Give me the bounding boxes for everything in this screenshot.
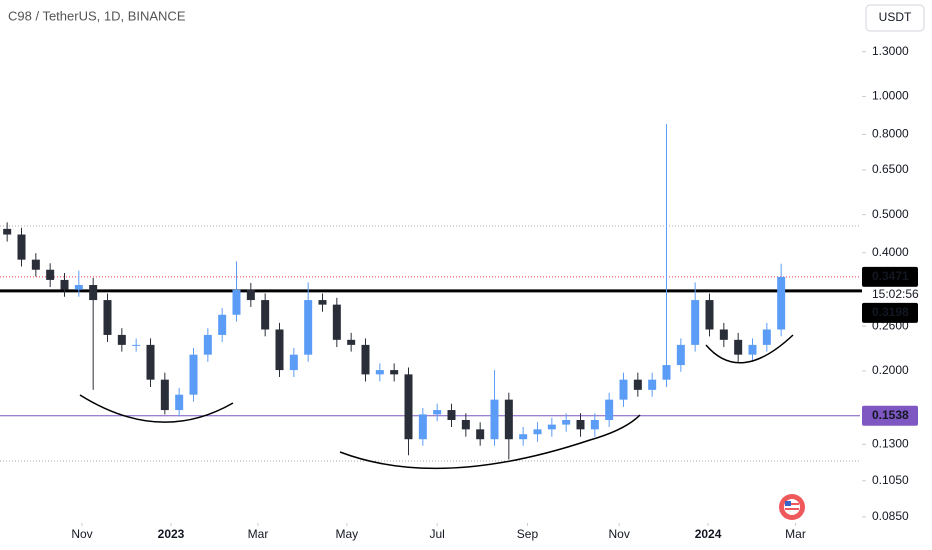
candle-body xyxy=(390,370,399,375)
x-tick-label: Jul xyxy=(429,527,444,541)
candle-body xyxy=(189,354,198,395)
y-tick-label: 0.5000 xyxy=(872,207,909,221)
candle-body xyxy=(218,314,227,335)
candle-body xyxy=(304,300,313,355)
candle-body xyxy=(103,300,112,335)
candle-body xyxy=(275,329,284,371)
candle-body xyxy=(633,379,642,390)
x-tick-label: 2023 xyxy=(158,527,185,541)
candle-body xyxy=(404,374,413,440)
candle-body xyxy=(232,289,241,315)
candle-body xyxy=(576,419,585,430)
candle-body xyxy=(605,399,614,420)
candle-body xyxy=(160,379,169,411)
candle-body xyxy=(519,434,528,440)
candle-body xyxy=(748,344,757,355)
price-label-box xyxy=(862,302,918,323)
candle-body xyxy=(17,234,26,260)
candle-body xyxy=(146,344,155,380)
candle-body xyxy=(648,379,657,390)
candle-body xyxy=(60,279,69,290)
y-tick-label: 1.0000 xyxy=(872,89,909,103)
candle-body xyxy=(375,370,384,375)
currency-label: USDT xyxy=(879,10,912,24)
price-label: 0.1538 xyxy=(872,408,909,422)
countdown: 15:02:56 xyxy=(872,287,919,301)
candle-body xyxy=(117,334,126,345)
candle-body xyxy=(318,300,327,305)
candle-body xyxy=(31,259,40,270)
candle-body xyxy=(74,284,83,290)
candle-body xyxy=(777,276,786,330)
candle-body xyxy=(361,344,370,375)
y-tick-label: 0.2000 xyxy=(872,363,909,377)
candle-body xyxy=(504,399,513,440)
x-tick-label: 2024 xyxy=(695,527,722,541)
candle-body xyxy=(89,284,98,301)
x-tick-label: Sep xyxy=(517,527,539,541)
candle-body xyxy=(203,334,212,355)
candle-body xyxy=(562,419,571,425)
x-tick-label: Mar xyxy=(248,527,269,541)
candle-body xyxy=(476,429,485,440)
candle-body xyxy=(705,300,714,330)
candle-body xyxy=(461,419,470,430)
logo xyxy=(779,494,805,520)
candle-body xyxy=(132,344,141,346)
candle-body xyxy=(261,300,270,330)
candle-body xyxy=(490,399,499,440)
x-tick-label: May xyxy=(336,527,359,541)
candle-body xyxy=(418,414,427,440)
drawing-curve xyxy=(79,394,234,423)
y-tick-label: 0.0850 xyxy=(872,509,909,523)
candle-body xyxy=(447,410,456,420)
candle-body xyxy=(590,419,599,430)
price-label-box xyxy=(862,405,918,426)
countdown-box xyxy=(862,286,918,303)
drawing-curve xyxy=(705,334,794,364)
candle-body xyxy=(289,354,298,371)
candle-body xyxy=(533,429,542,435)
drawing-curve xyxy=(339,414,641,470)
price-label-box xyxy=(862,266,918,287)
candle-body xyxy=(3,228,12,235)
candle-body xyxy=(332,304,341,340)
candle-body xyxy=(662,365,671,380)
y-tick-label: 0.1050 xyxy=(872,473,909,487)
chart-title: C98 / TetherUS, 1D, BINANCE xyxy=(8,8,186,23)
candle-body xyxy=(762,329,771,345)
y-tick-label: 0.6500 xyxy=(872,162,909,176)
price-label: 0.3198 xyxy=(872,305,909,319)
y-tick-label: 0.8000 xyxy=(872,127,909,141)
candle-body xyxy=(175,394,184,411)
candle-body xyxy=(691,300,700,345)
candle-body xyxy=(46,269,55,280)
x-tick-label: Mar xyxy=(785,527,806,541)
price-label: 0.3471 xyxy=(872,269,909,283)
candle-body xyxy=(719,329,728,340)
candle-body xyxy=(676,344,685,366)
y-tick-label: 0.4000 xyxy=(872,245,909,259)
candle-body xyxy=(547,424,556,430)
x-tick-label: Nov xyxy=(71,527,92,541)
candle-body xyxy=(734,339,743,355)
candle-body xyxy=(619,379,628,400)
y-tick-label: 0.1300 xyxy=(872,437,909,451)
candle-body xyxy=(433,410,442,415)
candle-body xyxy=(246,289,255,301)
x-tick-label: Nov xyxy=(609,527,630,541)
y-tick-label: 1.3000 xyxy=(872,44,909,58)
candle-body xyxy=(347,339,356,345)
currency-button[interactable] xyxy=(865,4,925,32)
